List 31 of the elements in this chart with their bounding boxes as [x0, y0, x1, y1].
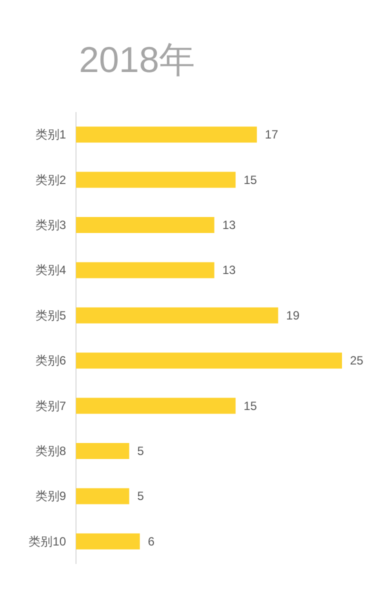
- bar: [76, 352, 342, 369]
- bar: [76, 126, 257, 143]
- y-tick-label: 类别7: [35, 398, 66, 413]
- data-label: 13: [222, 218, 236, 232]
- data-label: 13: [222, 263, 236, 278]
- y-tick-label: 类别4: [35, 263, 66, 278]
- bar: [76, 172, 236, 188]
- y-tick-label: 类别10: [28, 534, 66, 548]
- y-tick-label: 类别5: [35, 308, 66, 322]
- data-label: 25: [350, 354, 364, 368]
- data-label: 19: [286, 308, 300, 322]
- y-tick-label: 类别2: [35, 172, 66, 187]
- bar: [76, 443, 130, 459]
- chart-title: 2018年: [79, 39, 196, 80]
- data-label: 17: [264, 128, 279, 142]
- bar: [76, 398, 236, 414]
- data-label: 5: [137, 489, 144, 504]
- bar: [76, 488, 130, 504]
- y-tick-label: 类别1: [35, 128, 66, 142]
- bar: [76, 217, 214, 233]
- data-label: 15: [244, 172, 258, 187]
- bar: [76, 533, 140, 550]
- y-tick-label: 类别8: [35, 444, 66, 458]
- y-tick-label: 类别6: [35, 354, 66, 368]
- y-tick-label: 类别3: [35, 218, 66, 232]
- data-label: 5: [137, 444, 144, 458]
- data-label: 15: [244, 398, 258, 413]
- data-label: 6: [148, 534, 155, 548]
- bar: [76, 262, 214, 278]
- bar: [76, 307, 278, 324]
- y-tick-label: 类别9: [35, 489, 66, 504]
